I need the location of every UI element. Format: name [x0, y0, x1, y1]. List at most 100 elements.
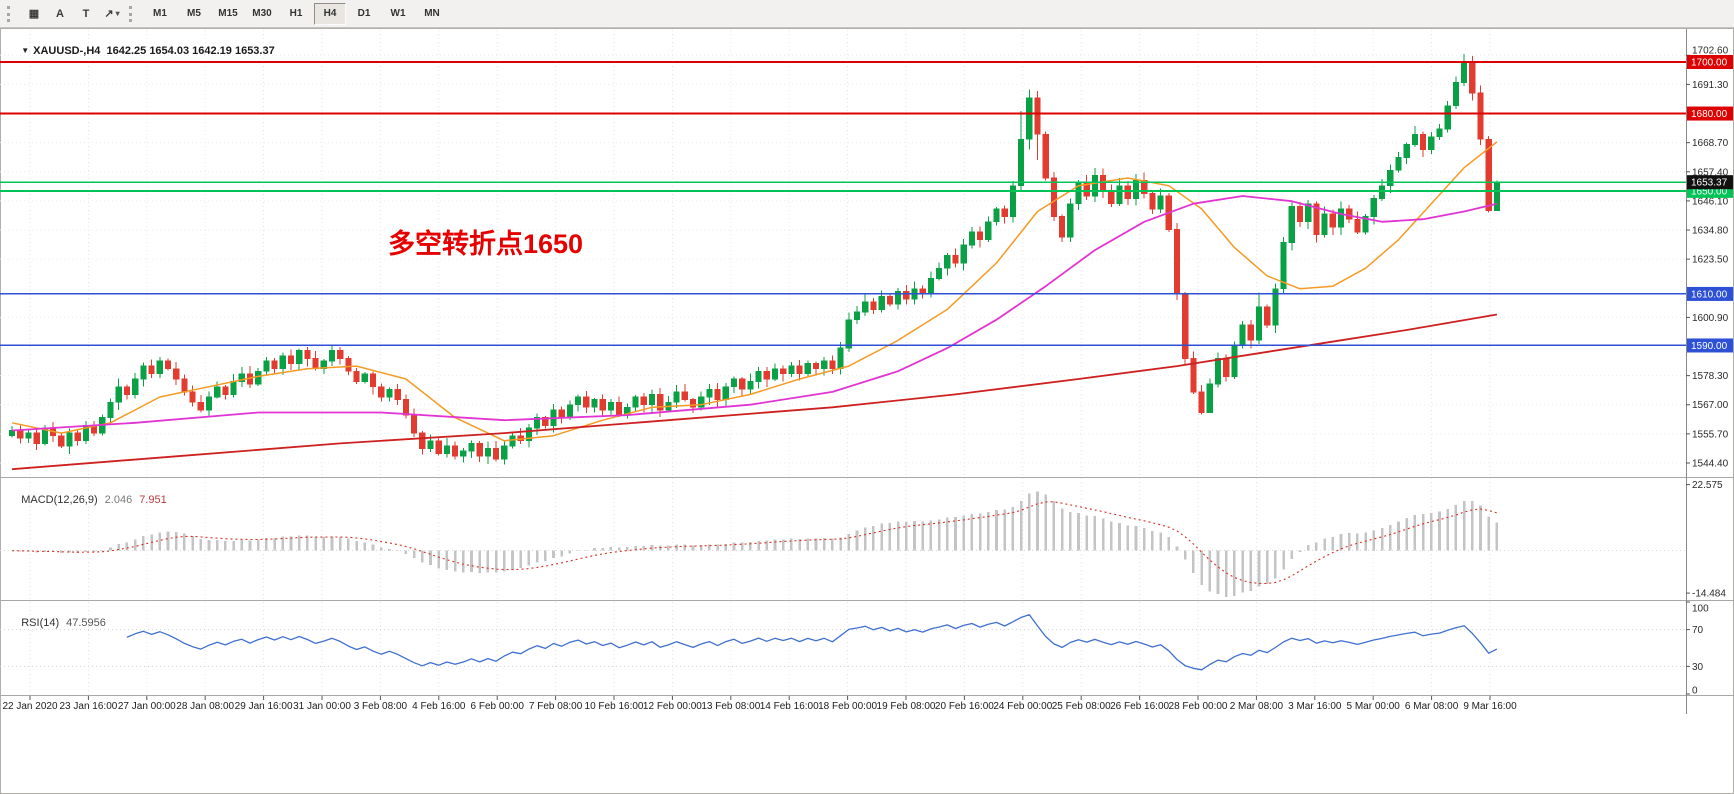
price-axis: 1702.60 1691.30 1668.70 1657.40 1646.10 1634.… [1686, 46, 1729, 469]
candle-body [287, 355, 295, 364]
candle-body [1206, 383, 1213, 413]
candle-body [591, 399, 598, 408]
candle-body [115, 386, 122, 403]
candle-body [952, 254, 959, 264]
candle-body [1132, 180, 1140, 199]
candle-body [673, 391, 680, 403]
drawing-tools-group: ▦ A T ↗ ▾ [21, 3, 125, 25]
macd-histogram [0, 491, 1686, 597]
candle-body [763, 370, 770, 380]
candle-body [845, 319, 852, 349]
timeframe-button-m1[interactable]: M1 [153, 8, 167, 19]
candle-body [304, 350, 311, 359]
timeframe-button-m30[interactable]: M30 [252, 8, 272, 19]
candle-body [534, 417, 541, 429]
time-axis-label: 9 Mar 16:00 [1463, 701, 1517, 712]
label-tool-button[interactable]: T [82, 7, 90, 20]
candle-body [33, 432, 40, 444]
candle-body [25, 432, 32, 439]
rsi-axis-label: 0 [1692, 686, 1698, 697]
candle-body [1042, 133, 1049, 179]
candle-body [1296, 205, 1304, 223]
toolbar: ▦ A T ↗ ▾ M1 M5 M15 M30 H1 H4 D1 W1 MN [0, 0, 1734, 28]
candle-body [320, 360, 327, 370]
candle-body [862, 301, 869, 313]
candle-body [238, 373, 245, 382]
candle-body [1198, 391, 1205, 413]
candle-body [525, 427, 533, 442]
candle-body [1337, 208, 1345, 228]
candle-body [1157, 195, 1164, 210]
toolbar-grip[interactable] [7, 5, 13, 22]
candle-body [886, 296, 893, 305]
macd-axis: 22.575 -14.484 [1686, 480, 1726, 600]
chart-dropdown-icon[interactable]: ▼ [21, 46, 30, 55]
ma-slow-line [12, 313, 1498, 471]
price-axis-label: 1634.80 [1692, 226, 1729, 237]
text-tool-button[interactable]: A [56, 7, 64, 20]
candle-body [1411, 133, 1418, 145]
chart-canvas[interactable]: 1702.60 1691.30 1668.70 1657.40 1646.10 1634.… [0, 28, 1734, 794]
timeframe-button-m5[interactable]: M5 [187, 8, 201, 19]
candle-body [632, 396, 639, 408]
toolbar-grip-2[interactable] [129, 5, 135, 22]
timeframe-button-h1[interactable]: H1 [289, 8, 303, 19]
candle-body [140, 365, 147, 380]
candle-body [173, 368, 180, 380]
candle-body [944, 254, 951, 269]
candle-body [1493, 181, 1500, 212]
arrows-tool-button[interactable]: ↗ ▾ [104, 8, 120, 20]
candle-body [657, 394, 664, 411]
candle-body [730, 378, 738, 388]
price-badge-1610.00: 1610.00 [1687, 286, 1733, 301]
candle-body [337, 350, 344, 359]
timeframe-button-h4[interactable]: H4 [314, 2, 346, 25]
candle-body [689, 399, 697, 408]
candle-body [197, 401, 204, 411]
chevron-down-icon[interactable]: ▾ [115, 9, 120, 18]
candle-body [468, 442, 475, 452]
candle-body [1329, 213, 1336, 228]
candle-body [1428, 136, 1435, 151]
time-axis-label: 19 Feb 08:00 [877, 701, 936, 712]
candle-body [17, 430, 24, 439]
candle-body [386, 388, 393, 398]
candle-body [780, 368, 787, 375]
candle-body [829, 360, 836, 370]
time-axis-label: 20 Feb 16:00 [935, 701, 994, 712]
price-badge-text: 1700.00 [1691, 58, 1728, 69]
candle-body [1395, 156, 1402, 171]
candle-body [1083, 182, 1090, 197]
candle-body [1231, 345, 1238, 377]
rsi-label: RSI(14) 47.5956 [9, 605, 106, 641]
price-badge-bg [1687, 286, 1733, 301]
price-axis-label: 1544.40 [1692, 458, 1729, 469]
timeframe-group: M1 M5 M15 M30 H1 H4 D1 W1 MN [143, 2, 449, 25]
timeframe-button-m15[interactable]: M15 [218, 8, 238, 19]
candle-body [1190, 357, 1197, 393]
time-axis-label: 18 Feb 00:00 [818, 701, 877, 712]
candle-body [1149, 193, 1156, 210]
candle-body [681, 391, 688, 400]
timeframe-button-w1[interactable]: W1 [390, 8, 406, 19]
macd-value-main: 2.046 [104, 494, 133, 506]
candle-body [1452, 82, 1459, 107]
candle-body [435, 440, 442, 455]
candle-body [1436, 128, 1443, 138]
candle-body [1001, 208, 1008, 218]
timeframe-button-d1[interactable]: D1 [357, 8, 371, 19]
time-axis-label: 6 Mar 08:00 [1405, 701, 1459, 712]
price-axis-label: 1691.30 [1692, 80, 1729, 91]
grid-tool-button[interactable]: ▦ [28, 8, 40, 20]
macd-signal-line [12, 501, 1498, 585]
price-badge-bg [1687, 175, 1733, 190]
candle-body [722, 386, 729, 400]
candle-body [1214, 357, 1222, 385]
time-axis-label: 23 Jan 16:00 [59, 701, 117, 712]
price-badge-text: 1610.00 [1691, 289, 1728, 300]
candle-body [279, 355, 286, 370]
time-axis-label: 24 Feb 00:00 [993, 701, 1052, 712]
candle-body [214, 386, 221, 398]
timeframe-button-mn[interactable]: MN [424, 8, 440, 19]
price-axis-label: 1702.60 [1692, 46, 1729, 57]
